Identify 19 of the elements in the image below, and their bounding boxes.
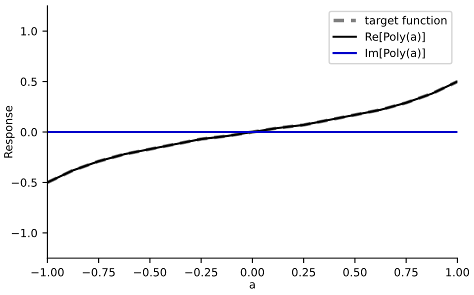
x-tick-label: −1.00 — [32, 268, 64, 276]
x-tick-label: −0.50 — [134, 268, 166, 276]
legend-label: Im[Poly(a)] — [366, 48, 425, 60]
x-tick-label: 0.75 — [394, 268, 418, 276]
legend-label: Re[Poly(a)] — [366, 32, 425, 43]
x-axis-title: a — [250, 282, 255, 289]
y-axis-title: Response — [4, 106, 15, 158]
y-tick-label: −1.0 — [12, 228, 37, 238]
y-tick-label: 0.0 — [20, 128, 37, 136]
x-tick-label: 0.50 — [343, 268, 367, 276]
y-tick-label: 0.5 — [20, 78, 37, 86]
x-tick-label: −0.25 — [185, 268, 218, 276]
legend-label: target function — [365, 16, 446, 27]
x-tick-label: −0.75 — [82, 268, 115, 276]
y-tick-label: −0.5 — [12, 178, 37, 187]
y-tick-label: 1.0 — [21, 27, 37, 36]
x-tick-label: 1.00 — [446, 268, 470, 276]
x-tick-label: 0.25 — [292, 268, 316, 276]
x-tick-label: 0.00 — [240, 268, 264, 276]
